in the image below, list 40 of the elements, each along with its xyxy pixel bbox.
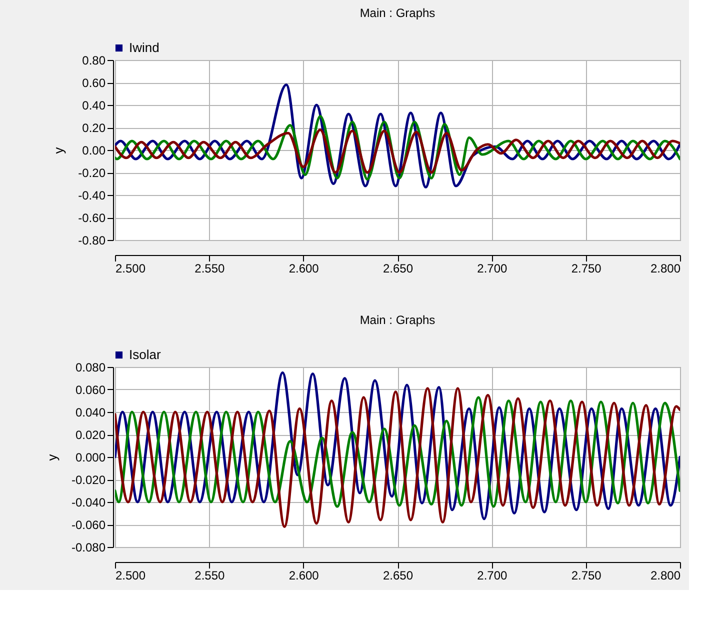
x-tick-label: 2.500	[116, 568, 146, 582]
y-tick-label: 0.080	[75, 360, 106, 374]
x-tick-label: 2.750	[571, 568, 602, 582]
y-axis-title: y	[44, 454, 60, 461]
y-tick-label: 0.80	[82, 54, 106, 68]
y-tick-label: -0.020	[71, 473, 106, 487]
x-tick-label: 2.650	[382, 262, 414, 276]
x-tick-label: 2.600	[288, 568, 320, 582]
x-tick-label: 2.650	[382, 568, 414, 582]
x-tick-label: 2.700	[477, 262, 508, 276]
x-tick-label: 2.800	[650, 262, 681, 276]
x-tick-label: 2.500	[116, 262, 146, 276]
y-tick-label: -0.80	[78, 234, 106, 248]
y-tick-label: 0.40	[82, 98, 106, 112]
y-tick-label: -0.080	[71, 540, 106, 554]
x-tick-label: 2.550	[194, 568, 226, 582]
x-tick-label: 2.750	[571, 262, 602, 276]
y-tick-label: 0.60	[82, 76, 106, 90]
y-tick-label: -0.60	[78, 211, 106, 225]
y-tick-label: 0.060	[75, 383, 106, 397]
y-tick-label: 0.00	[82, 144, 106, 158]
chart-title: Main : Graphs	[360, 313, 436, 327]
legend-label: Iwind	[129, 40, 160, 55]
legend-label: Isolar	[129, 347, 162, 362]
line-series	[115, 128, 680, 174]
x-tick-label: 2.800	[650, 568, 681, 582]
y-tick-label: 0.20	[82, 121, 106, 135]
chart-title: Main : Graphs	[360, 6, 436, 20]
x-tick-label: 2.600	[288, 262, 320, 276]
y-tick-label: 0.020	[75, 428, 106, 442]
y-axis-title: y	[51, 146, 66, 154]
y-tick-label: -0.20	[78, 166, 106, 180]
x-tick-label: 2.550	[194, 262, 226, 276]
y-tick-label: -0.060	[71, 518, 106, 532]
line-series	[115, 387, 680, 528]
x-tick-label: 2.700	[477, 568, 508, 582]
y-tick-label: 0.000	[75, 450, 106, 464]
y-tick-label: 0.040	[75, 406, 106, 420]
y-tick-label: -0.040	[71, 496, 106, 510]
y-tick-label: -0.40	[78, 188, 106, 202]
